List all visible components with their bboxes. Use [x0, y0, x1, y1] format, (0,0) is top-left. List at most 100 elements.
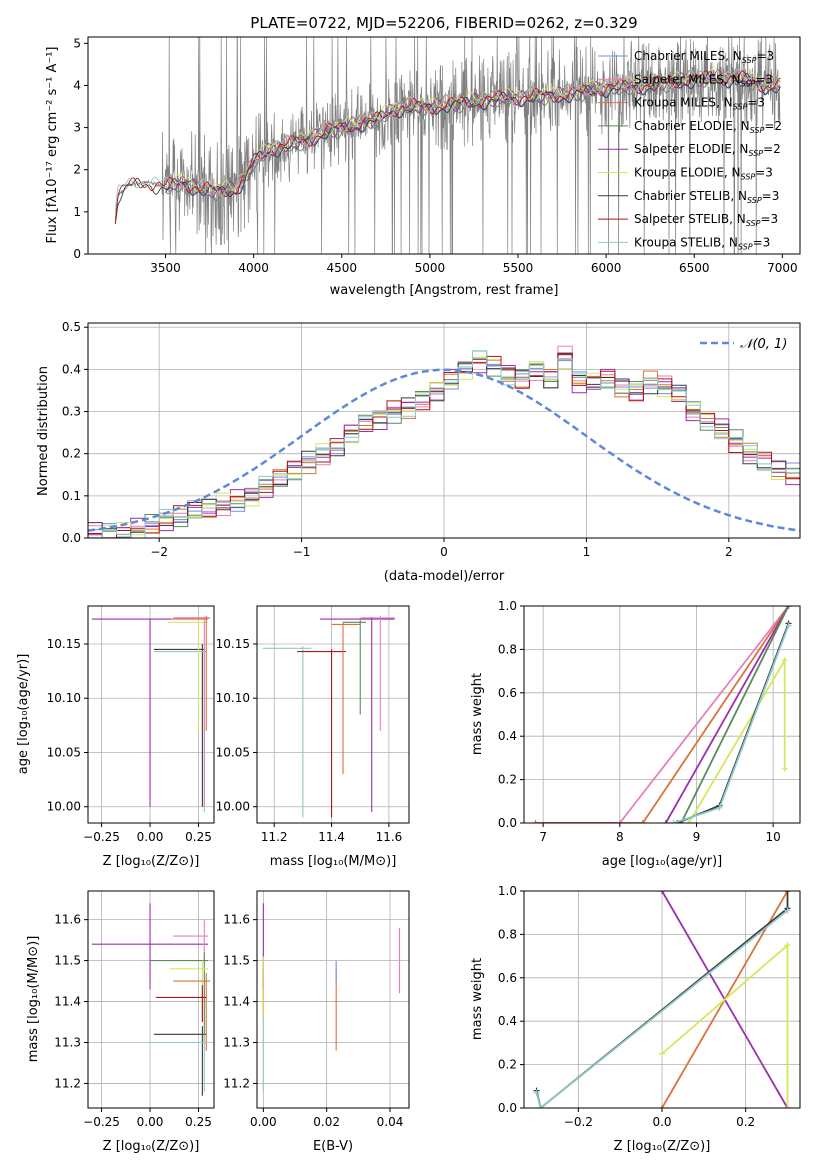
- mwa-xtick-label: 7: [539, 830, 547, 844]
- mwz-point: [784, 891, 791, 894]
- mass-ebv-panel: 0.00 0.02 0.04 11.2 11.3 11.4 11.5 11.6 E(B-V): [223, 890, 410, 1154]
- spectrum-legend-label: Salpeter MILES, NSSP=3: [634, 72, 773, 88]
- mass-ebv-grid: [257, 891, 409, 1108]
- agez-ytick-label: 10.10: [47, 691, 81, 705]
- mz-ytick-label: 11.4: [54, 995, 81, 1009]
- figure-title: PLATE=0722, MJD=52206, FIBERID=0262, z=0…: [250, 14, 637, 32]
- agez-ytick-label: 10.15: [47, 637, 81, 651]
- gaussian-curve: [88, 368, 800, 532]
- mwa-point: [781, 765, 788, 772]
- mwz-point: [659, 1050, 665, 1057]
- spec-ytick-label: 2: [73, 163, 81, 177]
- mwz-xtick-label: −0.2: [564, 1115, 593, 1129]
- spectrum-panel: 3500 4000 4500 5000 5500 6000 6500 7000 0 1 2 3 4 5 C…: [45, 36, 801, 298]
- mass-z-ticks: −0.25 0.00 0.25 11.2 11.3 11.4 11.5 11.6: [54, 913, 212, 1129]
- agem-xtick-label: 11.4: [318, 830, 345, 844]
- spec-ytick-label: 5: [73, 36, 81, 50]
- spectrum-legend-label: Kroupa ELODIE, NSSP=3: [634, 166, 773, 182]
- res-ytick-label: 0.3: [62, 405, 81, 419]
- age-z-ticks: −0.25 0.00 0.25 10.00 10.05 10.10 10.15: [47, 637, 212, 844]
- mwa-point: [785, 622, 792, 629]
- spectrum-legend-label: Salpeter STELIB, NSSP=3: [634, 212, 778, 228]
- mass-z-xlabel: Z [log₁₀(Z/Z⊙)]: [103, 1139, 200, 1154]
- spectrum-model-lines: [114, 66, 781, 224]
- mass-z-grid: [88, 891, 214, 1108]
- me-xtick-label: 0.02: [313, 1115, 340, 1129]
- residuals-legend-label: 𝒩(0, 1): [740, 337, 787, 352]
- mwa-series-line: [665, 606, 790, 823]
- mwz-series-line: [661, 943, 789, 1108]
- age-mass-ticks: 11.2 11.4 11.6 10.00 10.05 10.10 10.15: [216, 637, 403, 844]
- spectrum-axes-frame: [87, 36, 801, 255]
- spectrum-legend-label: Kroupa MILES, NSSP=3: [634, 96, 765, 112]
- spectrum-model-line: [114, 70, 781, 223]
- mwz-point: [537, 1105, 544, 1108]
- age-z-errorbars: [91, 615, 211, 813]
- spectrum-legend-label: Chabrier MILES, NSSP=3: [634, 49, 774, 65]
- mwa-ytick-label: 0.0: [498, 816, 517, 830]
- mass-z-ylabel: mass [log₁₀(M/M⊙)]: [26, 936, 41, 1063]
- agem-ytick-label: 10.10: [216, 691, 250, 705]
- res-ytick-label: 0.1: [62, 489, 81, 503]
- mass-ebv-xlabel: E(B-V): [313, 1139, 353, 1154]
- spec-xtick-label: 6500: [679, 261, 710, 275]
- agem-ytick-label: 10.00: [216, 800, 250, 814]
- spec-ytick-label: 1: [73, 205, 81, 219]
- mass-weight-age-xlabel: age [log₁₀(age/yr)]: [602, 854, 723, 869]
- residuals-panel: −2 −1 0 1 2 0.0 0.1 0.2 0.3 0.4 0.5 𝒩(0, 1) (data-…: [36, 320, 801, 584]
- mwa-xtick-label: 8: [616, 830, 624, 844]
- spectrum-legend-label: Chabrier ELODIE, NSSP=2: [634, 119, 782, 135]
- agez-ytick-label: 10.00: [47, 800, 81, 814]
- mz-ytick-label: 11.6: [54, 913, 81, 927]
- mwa-point: [670, 820, 677, 823]
- spec-xtick-label: 5000: [415, 261, 446, 275]
- spec-xtick-label: 4000: [238, 261, 269, 275]
- mz-xtick-label: 0.25: [185, 1115, 212, 1129]
- mwz-ytick-label: 0.8: [498, 927, 517, 941]
- spectrum-ylabel: Flux [fλ10⁻¹⁷ erg cm⁻² s⁻¹ A⁻¹]: [45, 47, 60, 244]
- agez-xtick-label: 0.00: [137, 830, 164, 844]
- me-ytick-label: 11.5: [223, 954, 250, 968]
- agem-xtick-label: 11.2: [261, 830, 288, 844]
- agez-xtick-label: −0.25: [83, 830, 120, 844]
- spec-ytick-label: 0: [73, 247, 81, 261]
- age-mass-errorbars: [262, 615, 395, 818]
- mass-ebv-ticks: 0.00 0.02 0.04 11.2 11.3 11.4 11.5 11.6: [223, 913, 403, 1129]
- residuals-ylabel: Normed distribution: [36, 366, 51, 496]
- mz-xtick-label: −0.25: [83, 1115, 120, 1129]
- mwz-ytick-label: 0.6: [498, 971, 517, 985]
- agez-ytick-label: 10.05: [47, 745, 81, 759]
- mwz-point: [784, 942, 791, 949]
- spec-xtick-label: 7000: [767, 261, 798, 275]
- age-mass-grid: [257, 606, 409, 823]
- residuals-xlabel: (data-model)/error: [384, 569, 505, 584]
- mwa-point: [616, 820, 623, 823]
- mass-weight-z-ylabel: mass weight: [470, 958, 485, 1040]
- age-mass-panel: 11.2 11.4 11.6 10.00 10.05 10.10 10.15 mass [l…: [216, 605, 410, 869]
- res-xtick-label: 0: [440, 545, 448, 559]
- mass-weight-age-panel: 7 8 9 10 0.0 0.2 0.4 0.6 0.8 1.0 age [log₁₀(age/y…: [470, 599, 801, 869]
- mwa-point: [639, 820, 646, 823]
- spec-xtick-label: 3500: [150, 261, 181, 275]
- mwa-point: [662, 820, 669, 823]
- residuals-ticks: −2 −1 0 1 2 0.0 0.1 0.2 0.3 0.4 0.5: [62, 320, 733, 559]
- mwz-xtick-label: 0.0: [652, 1115, 671, 1129]
- spec-ytick-label: 3: [73, 121, 81, 135]
- mz-xtick-label: 0.00: [137, 1115, 164, 1129]
- agem-ytick-label: 10.05: [216, 745, 250, 759]
- age-z-axes-frame: [87, 605, 215, 824]
- me-xtick-label: 0.00: [250, 1115, 277, 1129]
- mwz-point: [533, 1089, 540, 1096]
- spectrum-xlabel: wavelength [Angstrom, rest frame]: [330, 283, 559, 298]
- mz-ytick-label: 11.3: [54, 1035, 81, 1049]
- mass-z-errorbars: [91, 903, 211, 1096]
- spec-xtick-label: 6000: [591, 261, 622, 275]
- mwa-point: [716, 804, 723, 811]
- mass-weight-z-grid: [524, 890, 800, 1109]
- res-xtick-label: 2: [725, 545, 733, 559]
- mwa-ytick-label: 0.8: [498, 642, 517, 656]
- mwz-xtick-label: 0.2: [736, 1115, 755, 1129]
- mwz-ytick-label: 0.4: [498, 1014, 517, 1028]
- mwa-series-line: [535, 606, 790, 823]
- mwa-series-line: [680, 606, 790, 823]
